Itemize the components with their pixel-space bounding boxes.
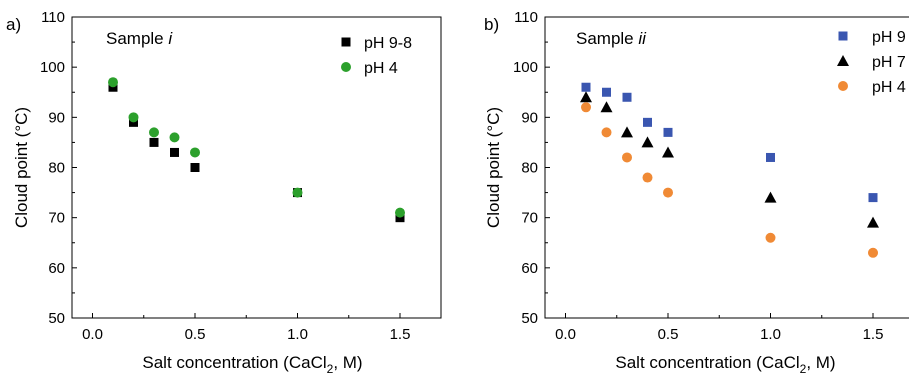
legend-label: pH 9-8	[364, 35, 412, 52]
data-point	[108, 82, 118, 92]
x-axis-title: Salt concentration (CaCl2, M)	[142, 353, 362, 376]
x-axis-title-main: Salt concentration (CaCl	[142, 353, 326, 372]
x-tick-label: 1.5	[863, 326, 884, 343]
x-axis-title-subscript: 2	[327, 362, 334, 376]
data-point	[581, 102, 591, 113]
data-point	[642, 172, 653, 183]
y-tick-label: 60	[48, 260, 65, 277]
legend-label: pH 7	[872, 54, 906, 71]
y-tick-label: 100	[40, 59, 65, 76]
sample-annotation: Sample ii	[576, 29, 647, 48]
sample-annotation: Sample i	[106, 29, 173, 48]
chart-panel-a: 50 60 70 80 90 100 110 0.0 0.5 1.0 1.5 Cloud point …	[6, 9, 442, 376]
data-point	[622, 152, 632, 163]
data-point	[600, 101, 613, 113]
data-point	[764, 191, 777, 203]
legend-label: pH 4	[872, 79, 906, 96]
y-axis-title: Cloud point (°C)	[484, 107, 503, 228]
sample-annotation-text: Sample	[576, 29, 638, 48]
data-point	[395, 207, 405, 218]
y-tick-label: 70	[521, 210, 538, 227]
data-point	[169, 132, 180, 143]
series-1	[108, 77, 405, 218]
x-tick-label: 1.0	[287, 326, 308, 343]
x-tick-label: 0.5	[658, 326, 679, 343]
y-tick-label: 110	[514, 9, 538, 26]
plot-frame	[544, 16, 909, 319]
x-axis-title-suffix: , M)	[806, 353, 835, 372]
data-point	[765, 232, 776, 243]
data-point	[868, 247, 878, 258]
x-tick-label: 0.5	[185, 326, 206, 343]
legend-marker	[838, 31, 848, 41]
y-tick-label: 60	[521, 260, 538, 277]
x-tick-label: 0.0	[555, 326, 576, 343]
legend-marker	[341, 62, 351, 72]
x-axis-title-main: Salt concentration (CaCl	[615, 353, 799, 372]
data-point	[662, 146, 674, 158]
data-point	[580, 91, 592, 103]
legend-marker	[341, 37, 351, 47]
data-point	[108, 77, 118, 88]
data-point	[641, 136, 654, 148]
legend-label: pH 9	[872, 29, 906, 46]
data-point	[149, 137, 159, 147]
sample-annotation-text: Sample	[106, 29, 168, 48]
data-point	[149, 127, 159, 138]
data-point	[190, 163, 200, 172]
y-axis-title: Cloud point (°C)	[12, 107, 31, 228]
x-tick-label: 1.0	[760, 326, 781, 343]
data-point	[663, 127, 673, 137]
data-point	[129, 117, 138, 127]
y-tick-label: 80	[48, 160, 65, 177]
y-tick-label: 110	[41, 9, 65, 26]
data-point	[868, 193, 878, 203]
chart-panel-b: 50 60 70 80 90 100 110 0.0 0.5 1.0 1.5 Cloud point …	[484, 9, 909, 376]
legend-label: pH 4	[364, 60, 398, 77]
panel-label: a)	[6, 15, 21, 34]
data-point	[766, 152, 775, 162]
data-point	[867, 216, 879, 228]
y-tick-label: 90	[48, 109, 65, 126]
sample-annotation-italic: ii	[638, 29, 647, 48]
data-point	[128, 112, 139, 123]
y-tick-label: 90	[521, 109, 538, 126]
sample-annotation-italic: i	[168, 29, 173, 48]
data-point	[170, 147, 179, 157]
series-0	[581, 82, 878, 203]
data-point	[395, 213, 405, 223]
data-point	[581, 82, 591, 92]
x-axis-title: Salt concentration (CaCl2, M)	[615, 353, 835, 376]
series-0	[108, 82, 405, 223]
data-point	[622, 92, 632, 102]
y-tick-label: 80	[521, 160, 538, 177]
x-tick-label: 1.5	[390, 326, 411, 343]
series-1	[580, 91, 879, 228]
data-point	[292, 187, 303, 198]
series-2	[581, 102, 878, 258]
y-tick-label: 50	[521, 310, 538, 327]
legend-marker	[837, 55, 849, 66]
panel-label: b)	[484, 15, 499, 34]
x-tick-label: 0.0	[82, 326, 103, 343]
data-point	[602, 87, 611, 97]
data-point	[601, 127, 612, 138]
x-axis-title-suffix: , M)	[333, 353, 362, 372]
legend-marker	[838, 81, 848, 91]
y-tick-label: 100	[513, 59, 538, 76]
y-tick-label: 50	[48, 310, 65, 327]
x-axis-title-subscript: 2	[800, 362, 807, 376]
data-point	[621, 126, 633, 138]
y-tick-label: 70	[48, 210, 65, 227]
data-point	[190, 147, 200, 158]
data-point	[643, 117, 652, 127]
data-point	[663, 187, 673, 198]
